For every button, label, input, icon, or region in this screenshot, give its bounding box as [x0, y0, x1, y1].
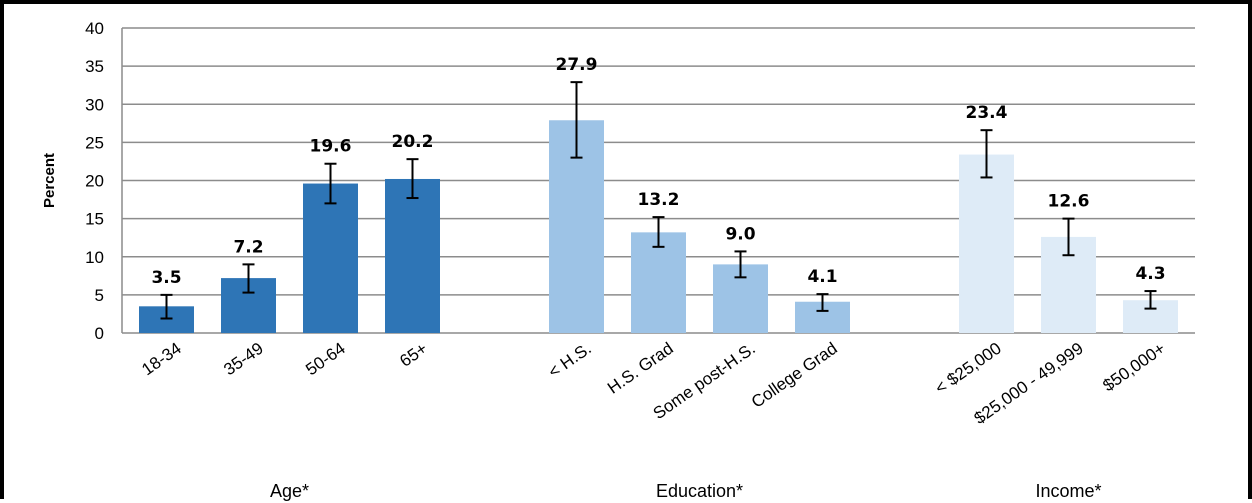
y-tick-label: 25	[85, 133, 104, 152]
bar	[303, 183, 358, 333]
y-tick-label: 10	[85, 248, 104, 267]
category-label: < H.S.	[545, 339, 595, 382]
data-label: 3.5	[151, 268, 181, 288]
bar-chart: Percent 0 5 10 15 20 25 30 35 40 3.5 18-34 7.2 35-49 1…	[41, 19, 1195, 501]
data-label: 23.4	[966, 103, 1008, 123]
bar	[631, 232, 686, 333]
category-label: 35-49	[220, 339, 267, 380]
category-label: < $25,000	[932, 339, 1005, 398]
bar	[959, 154, 1014, 333]
data-label: 7.2	[233, 237, 263, 257]
group-label: Income*	[1035, 481, 1101, 501]
y-tick-label: 5	[95, 286, 104, 305]
category-label: College Grad	[748, 339, 841, 412]
y-tick-label: 40	[85, 19, 104, 38]
category-label: 18-34	[138, 339, 185, 380]
data-label: 19.6	[310, 137, 352, 157]
category-label: $50,000+	[1099, 339, 1168, 396]
y-axis-title: Percent	[41, 153, 58, 208]
y-tick-label: 20	[85, 172, 104, 191]
category-label: H.S. Grad	[604, 339, 677, 398]
y-tick-label: 0	[95, 324, 104, 343]
group-label: Education*	[656, 481, 743, 501]
data-label: 4.1	[807, 267, 837, 287]
group-label: Age*	[270, 481, 309, 501]
y-tick-label: 15	[85, 210, 104, 229]
data-label: 27.9	[556, 55, 598, 75]
bar	[385, 178, 440, 333]
data-label: 20.2	[392, 132, 434, 152]
data-label: 9.0	[725, 224, 755, 244]
data-label: 4.3	[1135, 264, 1165, 284]
y-tick-label: 35	[85, 57, 104, 76]
category-label: 50-64	[302, 339, 349, 380]
y-tick-label: 30	[85, 95, 104, 114]
category-label: 65+	[396, 339, 431, 371]
data-label: 13.2	[638, 190, 680, 210]
data-label: 12.6	[1048, 192, 1090, 212]
